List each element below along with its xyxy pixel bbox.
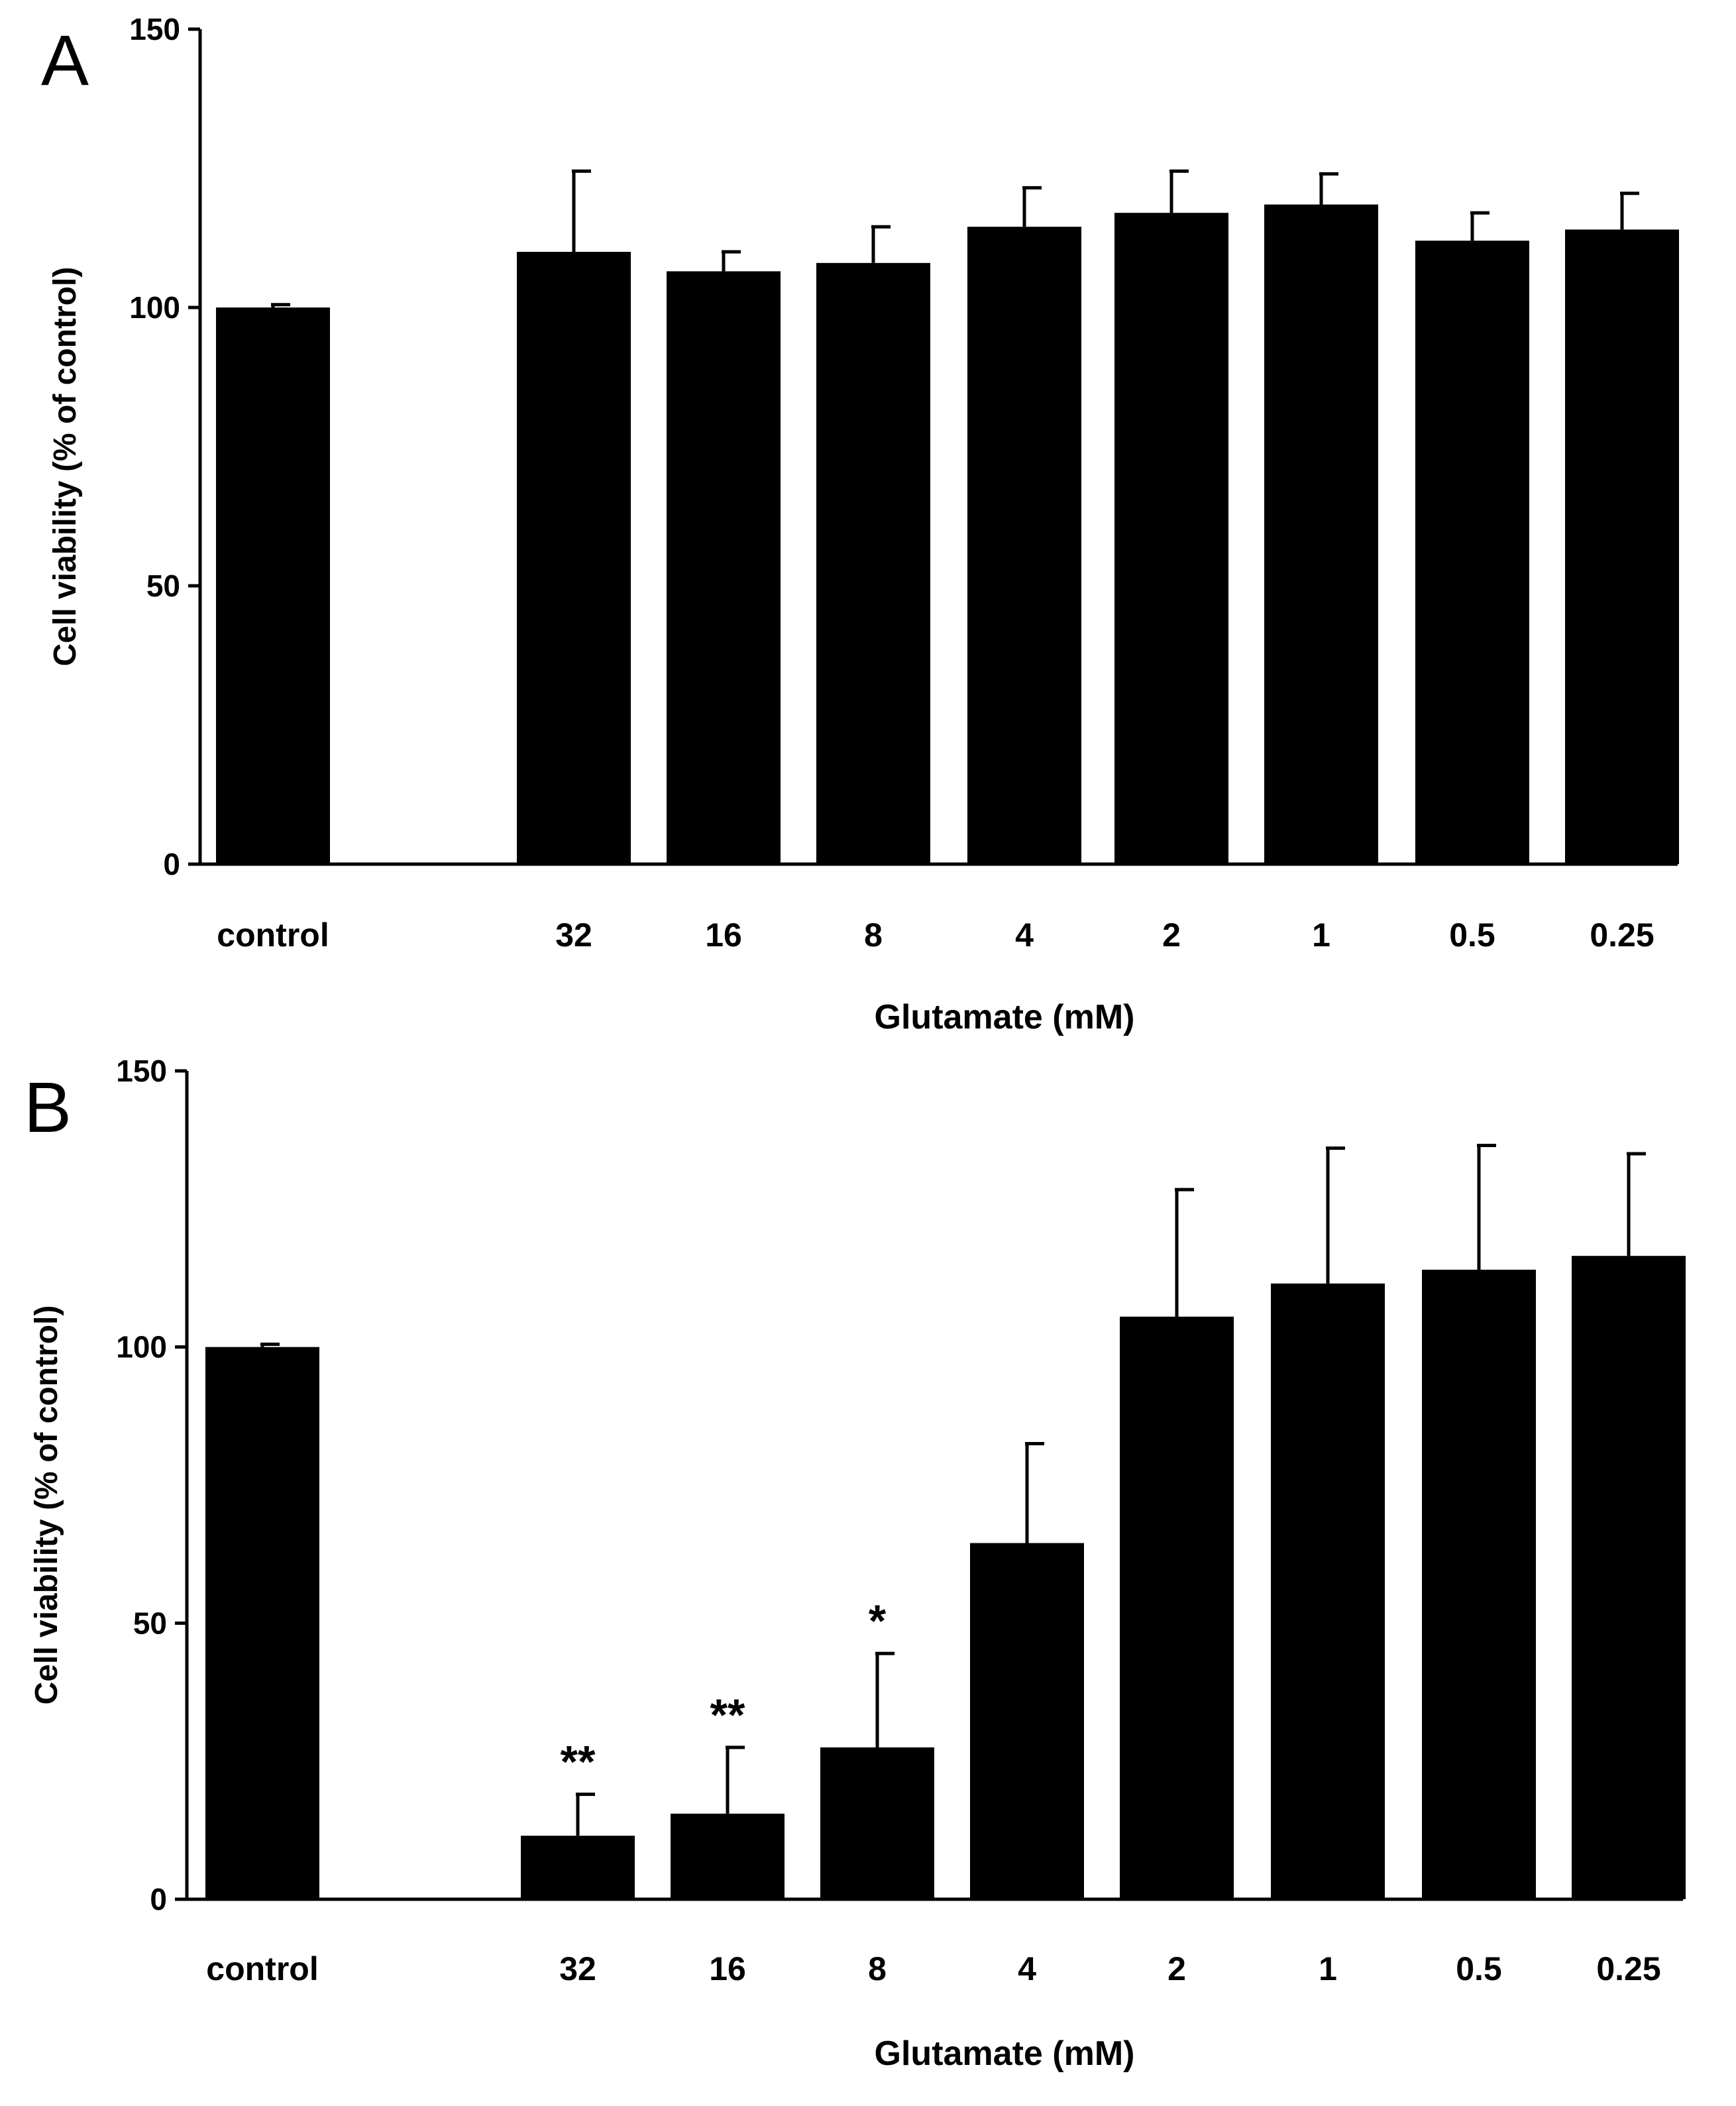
x-tick-label: 4 <box>1015 916 1034 954</box>
y-tick-label: 0 <box>163 847 180 881</box>
bar-32 <box>521 1836 635 1899</box>
x-tick-label: control <box>206 1950 318 1987</box>
x-tick-label: 2 <box>1162 916 1181 954</box>
y-tick-label: 0 <box>150 1882 167 1916</box>
x-axis-label: Glutamate (mM) <box>875 2034 1135 2073</box>
x-tick-label: 0.25 <box>1596 1950 1660 1987</box>
x-tick-label: 4 <box>1018 1950 1036 1987</box>
y-tick-label: 150 <box>129 12 180 46</box>
y-axis-label: Cell viability (% of control) <box>29 1305 64 1705</box>
x-tick-label: 1 <box>1319 1950 1337 1987</box>
chart-panel-a: A 0 50 100 150 Cell viability (% of control) c… <box>41 12 1679 1036</box>
bar-4 <box>967 227 1081 864</box>
x-axis-label: Glutamate (mM) <box>875 998 1135 1036</box>
bar-4 <box>970 1543 1084 1899</box>
bar-8 <box>820 1747 934 1899</box>
significance-marker: ** <box>561 1737 596 1787</box>
panel-label: A <box>41 20 89 100</box>
bar-2 <box>1114 213 1228 864</box>
significance-marker: * <box>869 1596 887 1646</box>
chart-panel-b: B 0 50 100 150 Cell viability (% of control) c… <box>24 1054 1686 2073</box>
bar-0.5 <box>1415 241 1529 864</box>
bar-32 <box>517 252 631 864</box>
x-tick-label: 0.5 <box>1456 1950 1502 1987</box>
bar-8 <box>816 262 930 864</box>
x-tick-label: 1 <box>1312 916 1330 954</box>
x-tick-label: 8 <box>864 916 883 954</box>
bar-16 <box>671 1813 785 1899</box>
y-tick-label: 100 <box>116 1330 167 1364</box>
bar-control <box>205 1347 319 1899</box>
x-tick-label: 8 <box>868 1950 887 1987</box>
y-tick-label: 150 <box>116 1054 167 1088</box>
y-tick-label: 100 <box>129 290 180 325</box>
bar-0.5 <box>1422 1270 1536 1899</box>
bar-1 <box>1271 1283 1385 1899</box>
y-axis-label: Cell viability (% of control) <box>48 267 83 667</box>
bar-2 <box>1120 1316 1234 1899</box>
y-tick-label: 50 <box>146 569 180 603</box>
bar-0.25 <box>1565 229 1679 864</box>
x-tick-label: 32 <box>555 916 592 954</box>
bar-16 <box>667 271 781 864</box>
x-tick-label: control <box>217 916 329 954</box>
significance-marker: ** <box>710 1690 745 1740</box>
x-tick-label: 32 <box>559 1950 596 1987</box>
y-tick-label: 50 <box>133 1606 167 1640</box>
x-tick-label: 0.5 <box>1449 916 1495 954</box>
x-tick-label: 0.25 <box>1590 916 1654 954</box>
bar-0.25 <box>1572 1256 1686 1899</box>
bar-1 <box>1264 204 1378 865</box>
x-tick-label: 16 <box>705 916 742 954</box>
bar-control <box>216 307 330 864</box>
panel-label: B <box>24 1067 72 1147</box>
x-tick-label: 16 <box>709 1950 746 1987</box>
x-tick-label: 2 <box>1167 1950 1186 1987</box>
